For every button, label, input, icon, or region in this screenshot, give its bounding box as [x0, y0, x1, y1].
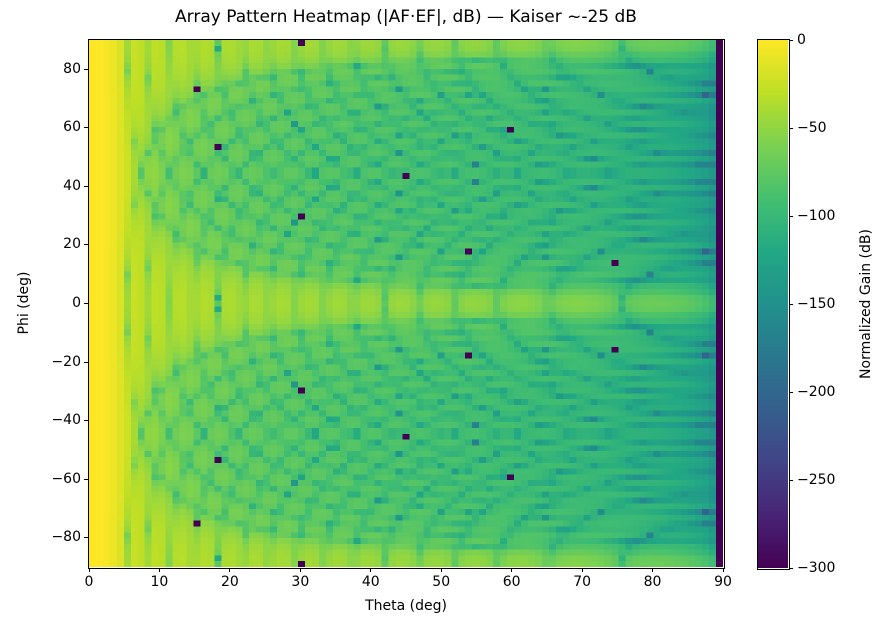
colorbar-tick-mark: [789, 215, 793, 217]
x-tick-label: 60: [502, 574, 521, 590]
y-tick-mark: [84, 127, 88, 129]
colorbar-tick-label: 0: [797, 31, 806, 48]
colorbar-tick-label: −250: [797, 471, 836, 488]
x-tick-mark: [370, 568, 372, 572]
colorbar-tick-label: −300: [797, 559, 836, 576]
x-tick-mark: [299, 568, 301, 572]
colorbar-tick-label: −100: [797, 207, 836, 224]
chart-title: Array Pattern Heatmap (|AF·EF|, dB) — Ka…: [175, 7, 637, 27]
x-tick-label: 70: [573, 574, 592, 590]
colorbar-tick-mark: [789, 127, 793, 129]
y-tick-mark: [84, 537, 88, 539]
y-tick-mark: [84, 478, 88, 480]
colorbar-tick-label: −50: [797, 119, 827, 136]
colorbar-tick-mark: [789, 39, 793, 41]
x-tick-mark: [229, 568, 231, 572]
y-tick-mark: [84, 68, 88, 70]
y-tick-label: −80: [51, 529, 81, 546]
x-tick-mark: [440, 568, 442, 572]
x-tick-label: 10: [150, 574, 169, 590]
y-tick-mark: [84, 420, 88, 422]
x-tick-mark: [722, 568, 724, 572]
colorbar-label: Normalized Gain (dB): [858, 229, 874, 379]
colorbar-tick-label: −200: [797, 383, 836, 400]
y-tick-label: 80: [63, 60, 81, 77]
y-tick-label: −40: [51, 412, 81, 429]
x-tick-mark: [158, 568, 160, 572]
x-tick-label: 30: [291, 574, 310, 590]
y-tick-label: 60: [63, 119, 81, 136]
x-tick-label: 80: [643, 574, 662, 590]
y-tick-mark: [84, 361, 88, 363]
y-tick-mark: [84, 185, 88, 187]
x-tick-label: 40: [361, 574, 380, 590]
x-tick-label: 50: [432, 574, 451, 590]
y-tick-mark: [84, 244, 88, 246]
x-tick-label: 0: [84, 574, 94, 590]
y-tick-label: −60: [51, 470, 81, 487]
y-tick-mark: [84, 303, 88, 304]
x-tick-label: 20: [220, 574, 239, 590]
colorbar-tick-label: −150: [797, 295, 836, 312]
y-tick-label: 20: [63, 236, 81, 253]
colorbar-tick-mark: [789, 391, 793, 393]
x-tick-mark: [511, 568, 513, 572]
x-tick-mark: [581, 568, 583, 572]
x-tick-mark: [652, 568, 654, 572]
y-tick-label: 0: [72, 295, 81, 311]
y-tick-label: −20: [51, 353, 81, 370]
colorbar-tick-mark: [789, 303, 793, 305]
x-axis-label: Theta (deg): [365, 598, 447, 614]
colorbar: [758, 40, 788, 568]
y-tick-label: 40: [63, 177, 81, 194]
heatmap-canvas: [89, 40, 723, 567]
colorbar-tick-mark: [789, 567, 793, 569]
x-tick-mark: [88, 568, 90, 572]
x-tick-label: 90: [714, 574, 732, 590]
colorbar-tick-mark: [789, 479, 793, 481]
